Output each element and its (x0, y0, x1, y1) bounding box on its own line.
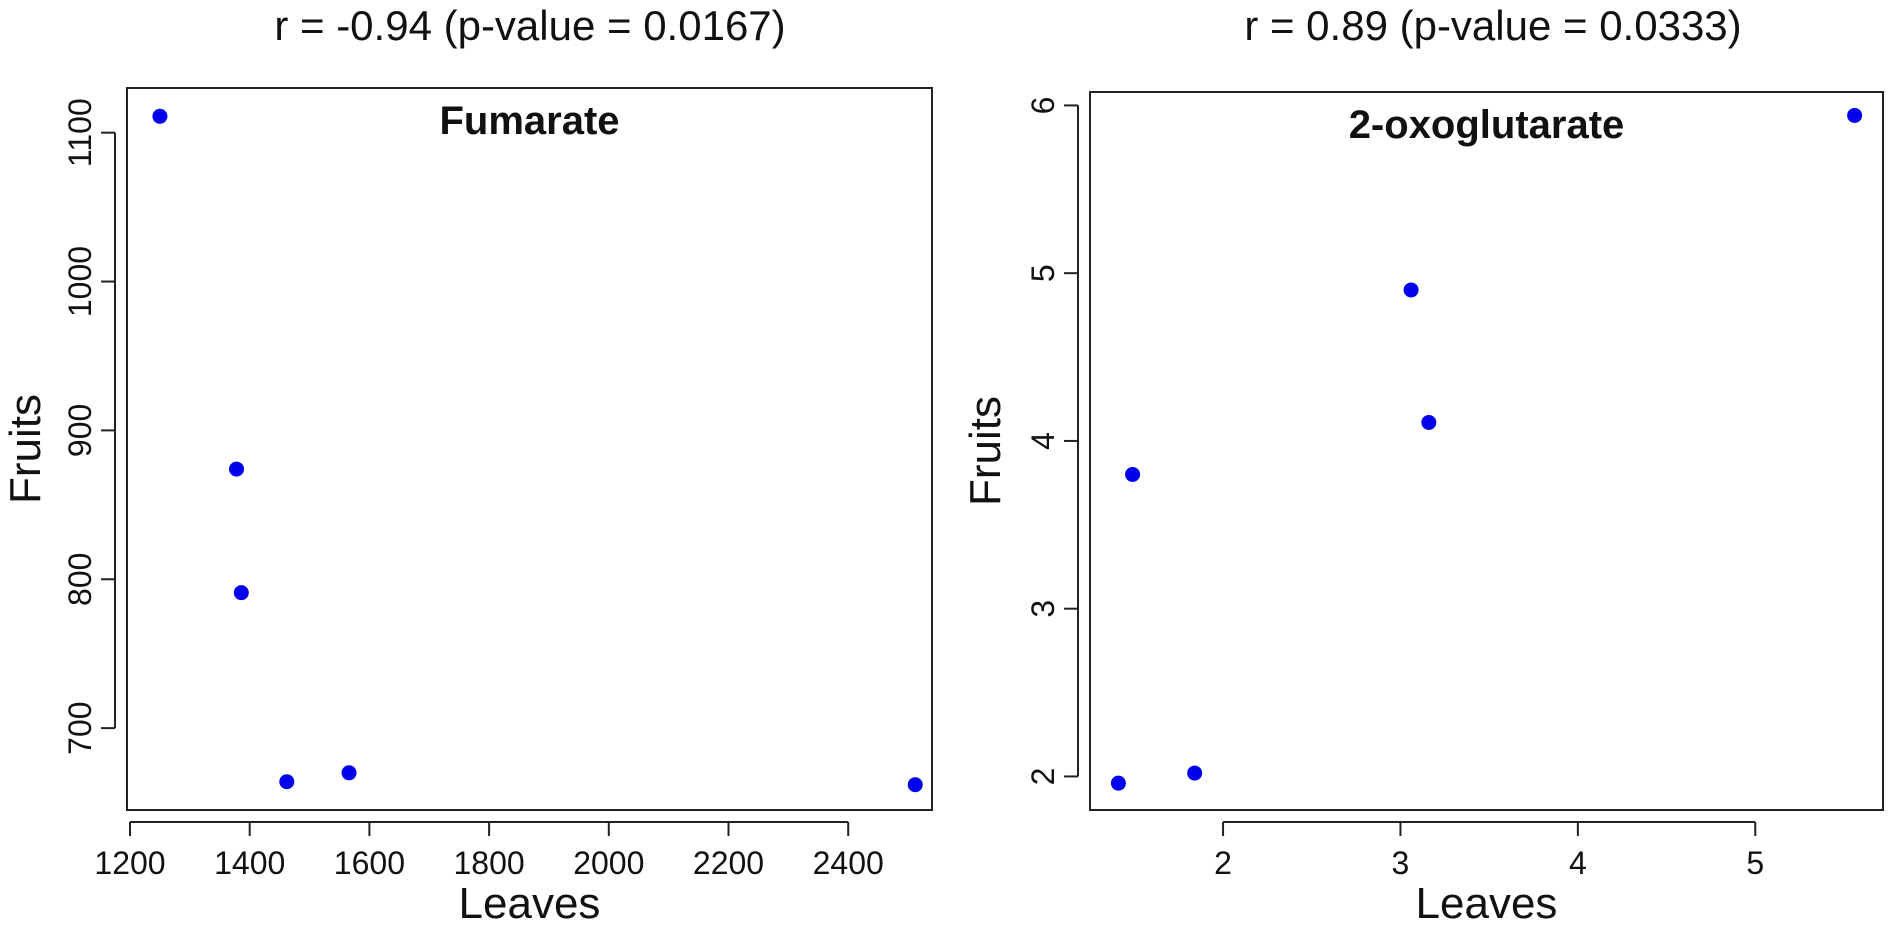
x-tick-label: 1200 (94, 845, 165, 881)
y-tick-label: 4 (1025, 432, 1061, 450)
plot-frame (1089, 91, 1884, 811)
x-tick-label: 2000 (573, 845, 644, 881)
y-tick-label: 2 (1025, 768, 1061, 786)
data-point (229, 461, 245, 477)
data-point (1110, 775, 1126, 791)
data-point (1421, 414, 1437, 430)
x-tick-label: 1600 (334, 845, 405, 881)
y-tick-label: 900 (62, 404, 98, 457)
y-tick-label: 1000 (62, 246, 98, 317)
y-tick-label: 3 (1025, 600, 1061, 618)
y-tick-label: 800 (62, 553, 98, 606)
y-tick-label: 1100 (62, 98, 98, 167)
panel-title: Fumarate (439, 99, 619, 143)
data-point (1847, 107, 1863, 123)
y-tick-label: 6 (1025, 97, 1061, 115)
x-axis-label: Leaves (1416, 879, 1558, 928)
chart-panel-1: r = -0.94 (p-value = 0.0167) Fumarate 1200… (1, 2, 933, 928)
y-axis-label: Fruits (1, 394, 50, 504)
data-point (233, 585, 249, 601)
x-tick-label: 5 (1746, 845, 1764, 881)
x-tick-label: 2 (1214, 845, 1232, 881)
data-point (1403, 282, 1419, 298)
chart-panel-2: r = 0.89 (p-value = 0.0333) 2-oxoglutarat… (961, 2, 1884, 928)
chart-title: r = -0.94 (p-value = 0.0167) (274, 2, 785, 49)
x-tick-label: 2400 (813, 845, 884, 881)
data-point (152, 108, 168, 124)
plot-frame (126, 87, 933, 811)
data-point (1125, 466, 1141, 482)
x-tick-label: 1800 (454, 845, 525, 881)
x-tick-label: 4 (1569, 845, 1587, 881)
y-tick-label: 5 (1025, 264, 1061, 282)
x-axis-label: Leaves (459, 879, 601, 928)
y-axis-label: Fruits (961, 396, 1010, 506)
data-point (1187, 765, 1203, 781)
x-tick-label: 1400 (214, 845, 285, 881)
chart-title: r = 0.89 (p-value = 0.0333) (1244, 2, 1741, 49)
data-point (907, 777, 923, 793)
panel-title: 2-oxoglutarate (1349, 103, 1625, 147)
data-point (279, 774, 295, 790)
data-point (341, 765, 357, 781)
x-tick-label: 2200 (693, 845, 764, 881)
x-tick-label: 3 (1392, 845, 1410, 881)
y-tick-label: 700 (62, 701, 98, 754)
